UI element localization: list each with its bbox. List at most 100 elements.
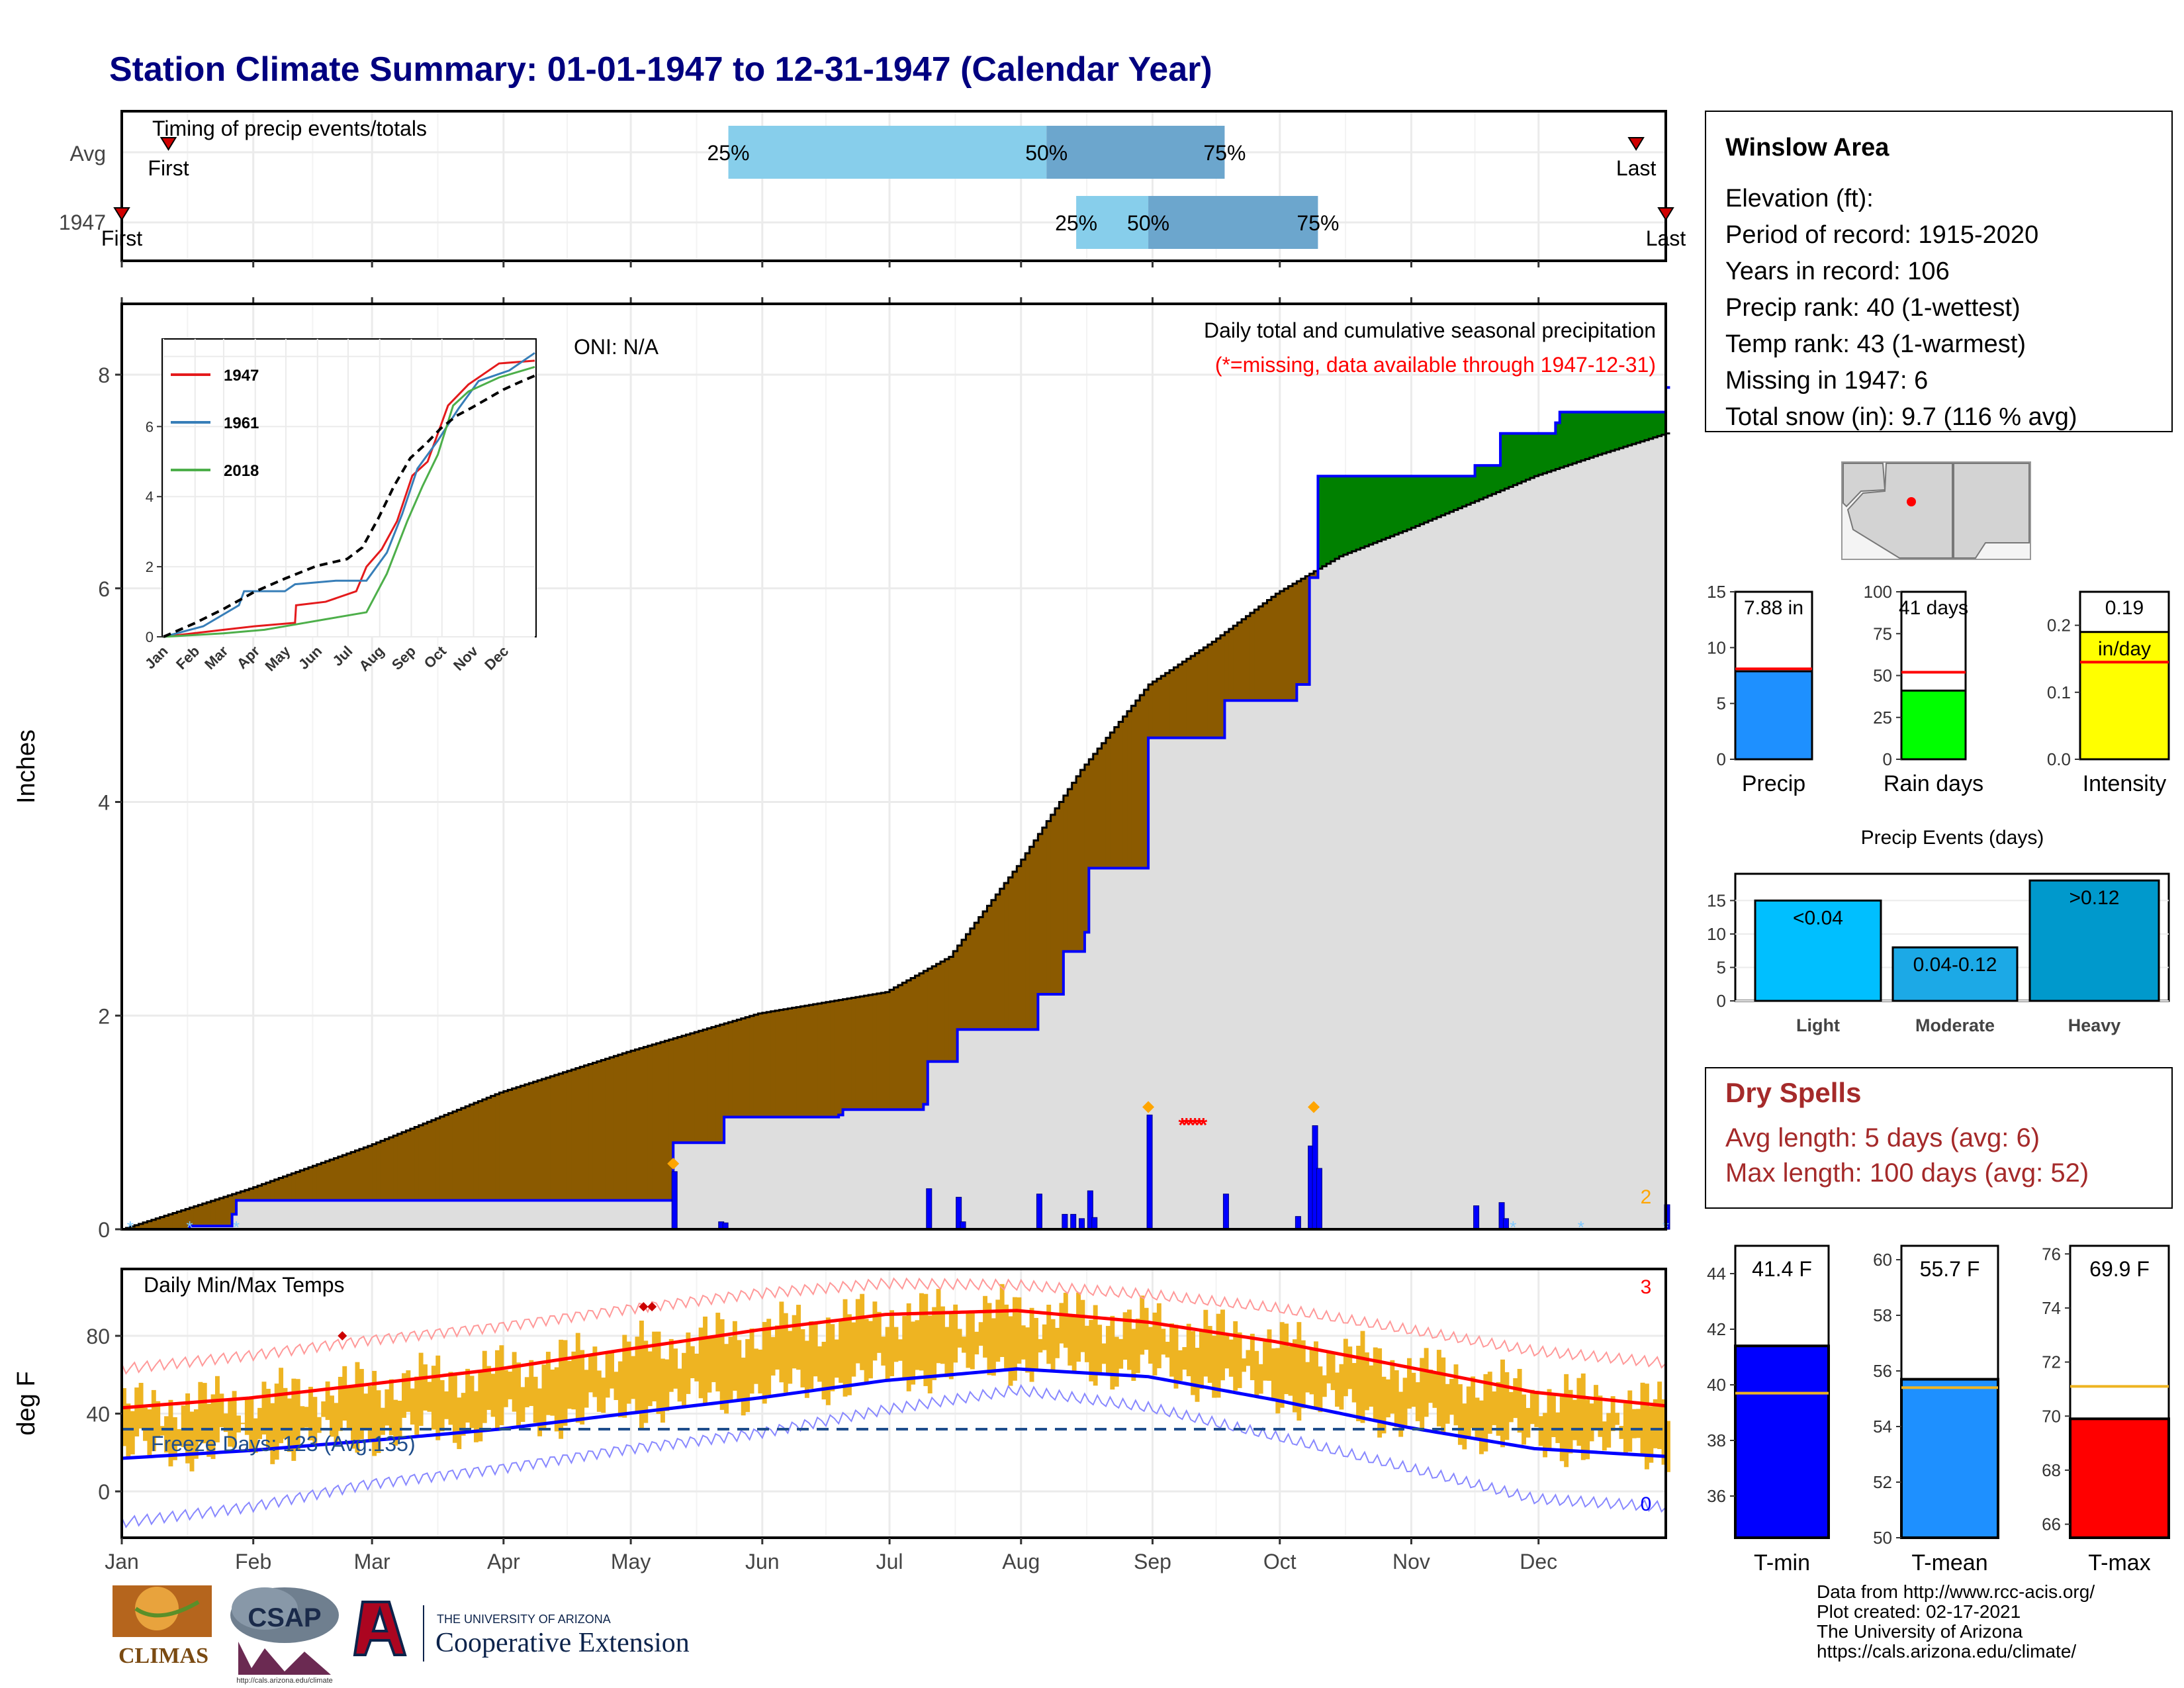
below-average-fill xyxy=(545,1077,551,1201)
below-average-fill xyxy=(656,1043,661,1201)
below-average-fill xyxy=(448,1113,453,1201)
daily-temp-bar xyxy=(940,1306,945,1364)
daily-temp-bar xyxy=(1199,1329,1204,1389)
temp-ytick-label: 40 xyxy=(86,1403,110,1427)
daily-temp-bar xyxy=(1522,1394,1526,1445)
below-average-fill xyxy=(228,1195,233,1227)
daily-temp-bar xyxy=(682,1352,686,1408)
daily-temp-bar xyxy=(1487,1372,1492,1434)
above-average-fill xyxy=(1330,476,1336,561)
below-average-fill xyxy=(1017,866,1022,1030)
daily-precip-bar xyxy=(926,1188,933,1230)
daily-temp-bar xyxy=(482,1350,487,1423)
daily-temp-bar xyxy=(660,1358,665,1423)
below-average-fill xyxy=(316,1164,322,1201)
timing-bar-upper xyxy=(1046,126,1225,179)
missing-day-marker: * xyxy=(1195,1115,1203,1137)
above-average-fill xyxy=(1610,412,1615,451)
daily-temp-bar xyxy=(978,1322,983,1346)
daily-temp-bar xyxy=(410,1388,415,1425)
above-average-fill xyxy=(1318,476,1323,569)
below-average-fill xyxy=(338,1156,343,1201)
daily-temp-bar xyxy=(444,1391,449,1419)
below-average-fill xyxy=(728,1022,733,1117)
temp-bar-chart-t-mean: 55.7 F T-mean 50 52 54 56 58 60 xyxy=(1873,1244,1999,1575)
below-average-fill xyxy=(1267,600,1272,701)
daily-temp-bar xyxy=(1156,1303,1161,1368)
below-average-fill xyxy=(372,1144,377,1201)
daily-temp-bar xyxy=(427,1382,432,1412)
below-average-fill xyxy=(1292,583,1297,701)
daily-temp-bar xyxy=(1152,1312,1158,1376)
above-average-fill xyxy=(1644,412,1649,440)
below-average-fill xyxy=(1224,632,1230,701)
above-average-fill xyxy=(1483,465,1488,498)
below-average-fill xyxy=(719,1024,725,1143)
daily-temp-bar xyxy=(643,1340,649,1423)
daily-temp-bar xyxy=(1343,1338,1348,1397)
daily-temp-bar xyxy=(1059,1303,1064,1344)
daily-temp-bar xyxy=(1300,1340,1306,1409)
below-average-fill xyxy=(134,1225,140,1229)
temp-label: Daily Min/Max Temps xyxy=(144,1273,344,1297)
daily-temp-bar xyxy=(533,1376,538,1423)
daily-temp-bar xyxy=(164,1416,169,1453)
daily-temp-bar xyxy=(821,1341,827,1400)
temp-bar-label: T-min xyxy=(1754,1550,1810,1575)
temp-bar-ytick-label: 70 xyxy=(2042,1406,2061,1426)
daily-temp-bar xyxy=(1267,1329,1272,1381)
below-average-fill xyxy=(1177,664,1183,738)
above-average-fill xyxy=(1471,476,1476,503)
station-years: Years in record: 106 xyxy=(1725,258,1950,285)
below-average-fill xyxy=(406,1130,411,1201)
below-average-fill xyxy=(779,1009,784,1117)
daily-temp-bar xyxy=(1411,1372,1416,1407)
daily-temp-bar xyxy=(1216,1313,1221,1398)
above-average-fill xyxy=(1424,476,1429,523)
daily-temp-bar xyxy=(359,1369,364,1440)
below-average-fill xyxy=(232,1194,237,1215)
below-average-fill xyxy=(177,1211,182,1229)
timing-bar-lower xyxy=(728,126,1047,179)
daily-temp-bar xyxy=(265,1389,271,1450)
daily-temp-bar xyxy=(1186,1323,1191,1377)
below-average-fill xyxy=(834,1000,839,1117)
daily-temp-bar xyxy=(499,1345,504,1425)
inset-xtick-label: Aug xyxy=(355,643,387,675)
below-average-fill xyxy=(1203,647,1208,738)
daily-temp-bar xyxy=(724,1344,729,1414)
above-average-fill xyxy=(1364,476,1369,547)
daily-temp-bar xyxy=(545,1352,551,1415)
daily-temp-bar xyxy=(406,1370,411,1412)
above-average-fill xyxy=(1649,412,1654,439)
below-average-fill xyxy=(1093,753,1098,868)
above-average-fill xyxy=(1457,476,1463,508)
daily-temp-bar xyxy=(1191,1331,1196,1395)
below-average-fill xyxy=(936,964,941,1062)
daily-temp-bar xyxy=(134,1387,140,1436)
csap-logo-text: CSAP xyxy=(248,1603,321,1632)
daily-temp-bar xyxy=(1046,1304,1052,1364)
daily-temp-bar xyxy=(1496,1382,1501,1436)
daily-temp-bar xyxy=(851,1322,856,1377)
events-bar-label: 0.04-0.12 xyxy=(1913,954,1997,976)
below-average-fill xyxy=(588,1064,594,1201)
daily-temp-bar xyxy=(253,1418,258,1453)
below-average-fill xyxy=(1004,883,1009,1030)
below-average-fill xyxy=(897,985,903,1110)
below-average-fill xyxy=(686,1034,691,1143)
daily-temp-bar xyxy=(1305,1362,1310,1393)
below-average-fill xyxy=(592,1062,598,1201)
below-average-fill xyxy=(1071,782,1077,952)
avg-min-line xyxy=(121,1367,1666,1460)
below-average-fill xyxy=(864,996,869,1110)
inset-legend-label: 2018 xyxy=(224,462,259,480)
snow-day-marker: * xyxy=(127,1217,134,1237)
daily-temp-bar xyxy=(1432,1371,1437,1408)
below-average-fill xyxy=(202,1203,207,1227)
below-average-fill xyxy=(749,1015,754,1117)
below-average-fill xyxy=(495,1094,500,1201)
daily-temp-bar xyxy=(1424,1348,1429,1417)
precip-ytick-label: 0 xyxy=(98,1218,110,1242)
below-average-fill xyxy=(240,1191,246,1201)
